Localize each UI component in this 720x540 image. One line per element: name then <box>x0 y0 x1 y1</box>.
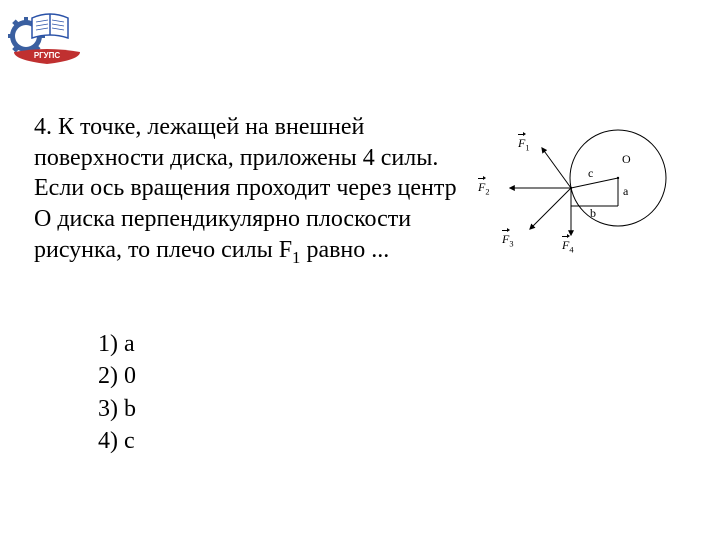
answer-4: 4) c <box>98 425 136 457</box>
answer-2: 2) 0 <box>98 360 136 392</box>
label-F1: F1 <box>518 136 530 152</box>
label-c: c <box>588 166 593 181</box>
answer-1: 1) a <box>98 328 136 360</box>
label-a: a <box>623 184 628 199</box>
logo-text: РГУПС <box>34 51 61 60</box>
label-F2: F2 <box>478 180 490 196</box>
label-O: O <box>622 152 631 167</box>
force-F3 <box>530 188 571 229</box>
label-F4: F4 <box>562 238 574 254</box>
segment-c <box>571 178 618 188</box>
university-logo: РГУПС <box>8 8 86 68</box>
label-b: b <box>590 206 596 221</box>
force-F1 <box>542 148 571 188</box>
answers-list: 1) a 2) 0 3) b 4) c <box>98 328 136 458</box>
page: РГУПС 4. К точке, лежащей на внешней пов… <box>0 0 720 540</box>
question-text: 4. К точке, лежащей на внешней поверхнос… <box>34 112 462 268</box>
forces-diagram: O c a b F1 F2 F3 F4 <box>460 128 690 268</box>
question-prefix: 4. К точке, лежащей на внешней поверхнос… <box>34 114 457 263</box>
answer-3: 3) b <box>98 393 136 425</box>
label-F3: F3 <box>502 232 514 248</box>
question-suffix: равно ... <box>300 237 389 263</box>
